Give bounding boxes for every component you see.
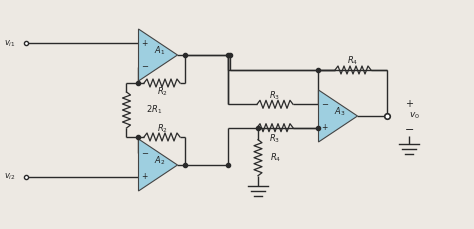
Text: $R_3$: $R_3$: [269, 89, 281, 101]
Polygon shape: [319, 90, 357, 142]
Text: +: +: [405, 99, 413, 109]
Text: $v_0$: $v_0$: [410, 111, 420, 121]
Text: +: +: [141, 39, 148, 48]
Text: −: −: [405, 125, 414, 135]
Text: $R_4$: $R_4$: [270, 151, 281, 164]
Text: $R_3$: $R_3$: [269, 132, 281, 145]
Text: $R_4$: $R_4$: [347, 55, 359, 67]
Text: $v_{i2}$: $v_{i2}$: [4, 172, 16, 182]
Text: $A_2$: $A_2$: [155, 155, 166, 167]
Text: $A_1$: $A_1$: [155, 45, 165, 57]
Text: $v_{i1}$: $v_{i1}$: [4, 38, 16, 49]
Text: −: −: [321, 100, 328, 109]
Text: $R_2$: $R_2$: [156, 123, 167, 135]
Polygon shape: [138, 139, 177, 191]
Text: −: −: [141, 62, 148, 71]
Text: $R_2$: $R_2$: [156, 86, 167, 98]
Polygon shape: [138, 29, 177, 81]
Text: $A_3$: $A_3$: [334, 106, 346, 118]
Text: +: +: [321, 123, 328, 132]
Text: $2R_1$: $2R_1$: [146, 104, 163, 116]
Text: +: +: [141, 172, 148, 181]
Text: −: −: [141, 149, 148, 158]
